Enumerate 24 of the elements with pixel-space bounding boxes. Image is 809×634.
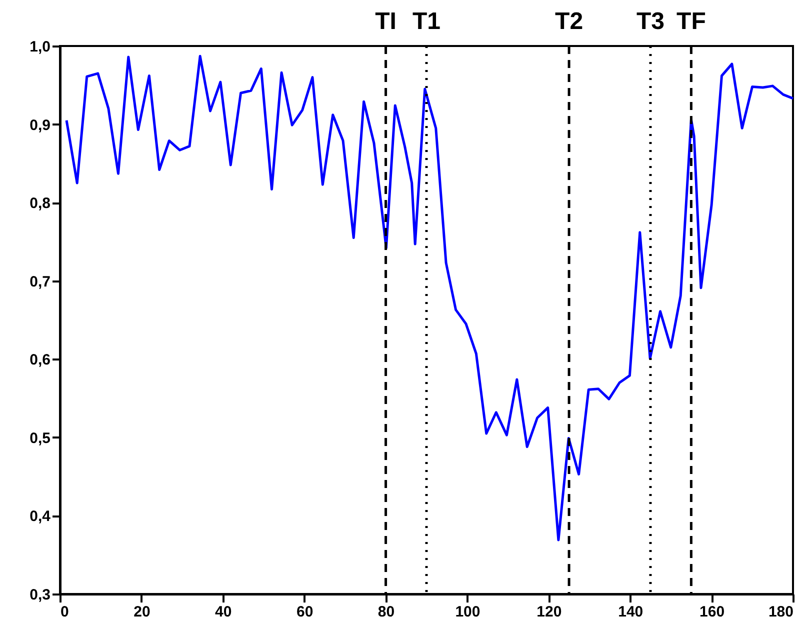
x-tick-label: 120 (536, 604, 562, 620)
y-tick-label: 0,5 (30, 430, 50, 447)
line-series (65, 54, 794, 542)
ref-line-label: TI (375, 8, 396, 35)
x-tick-label: 160 (700, 604, 725, 620)
y-tick-label: 0,3 (30, 586, 50, 604)
y-tick-label: 0,8 (30, 195, 50, 212)
x-tick-label: 0 (60, 604, 69, 620)
y-tick-label: 0,7 (30, 273, 50, 290)
x-tick-label: 20 (134, 604, 150, 620)
ref-line-label: T1 (412, 8, 441, 35)
x-tick-label: 40 (215, 604, 232, 620)
x-tick-label: 60 (296, 604, 314, 620)
y-tick-label: 0,6 (30, 352, 50, 369)
x-tick-label: 180 (768, 604, 794, 620)
ref-line-label: TF (676, 8, 706, 35)
ref-line-label: T2 (555, 8, 584, 35)
y-tick-label: 0,4 (30, 508, 52, 526)
x-tick-label: 140 (618, 604, 644, 620)
y-tick-label: 0,9 (30, 116, 50, 134)
ref-line-label: T3 (636, 8, 664, 35)
x-tick-label: 80 (378, 604, 395, 620)
x-tick-label: 100 (455, 604, 480, 620)
y-tick-label: 1,0 (30, 38, 50, 56)
